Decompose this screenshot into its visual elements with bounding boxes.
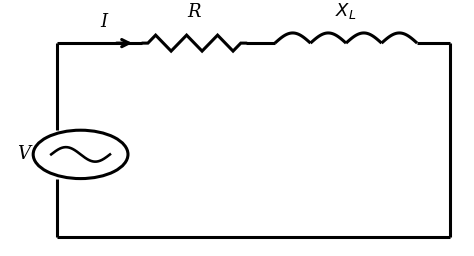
Text: V: V (17, 145, 30, 163)
Text: R: R (188, 3, 201, 21)
Text: $X_L$: $X_L$ (335, 1, 357, 21)
Text: I: I (100, 13, 108, 31)
